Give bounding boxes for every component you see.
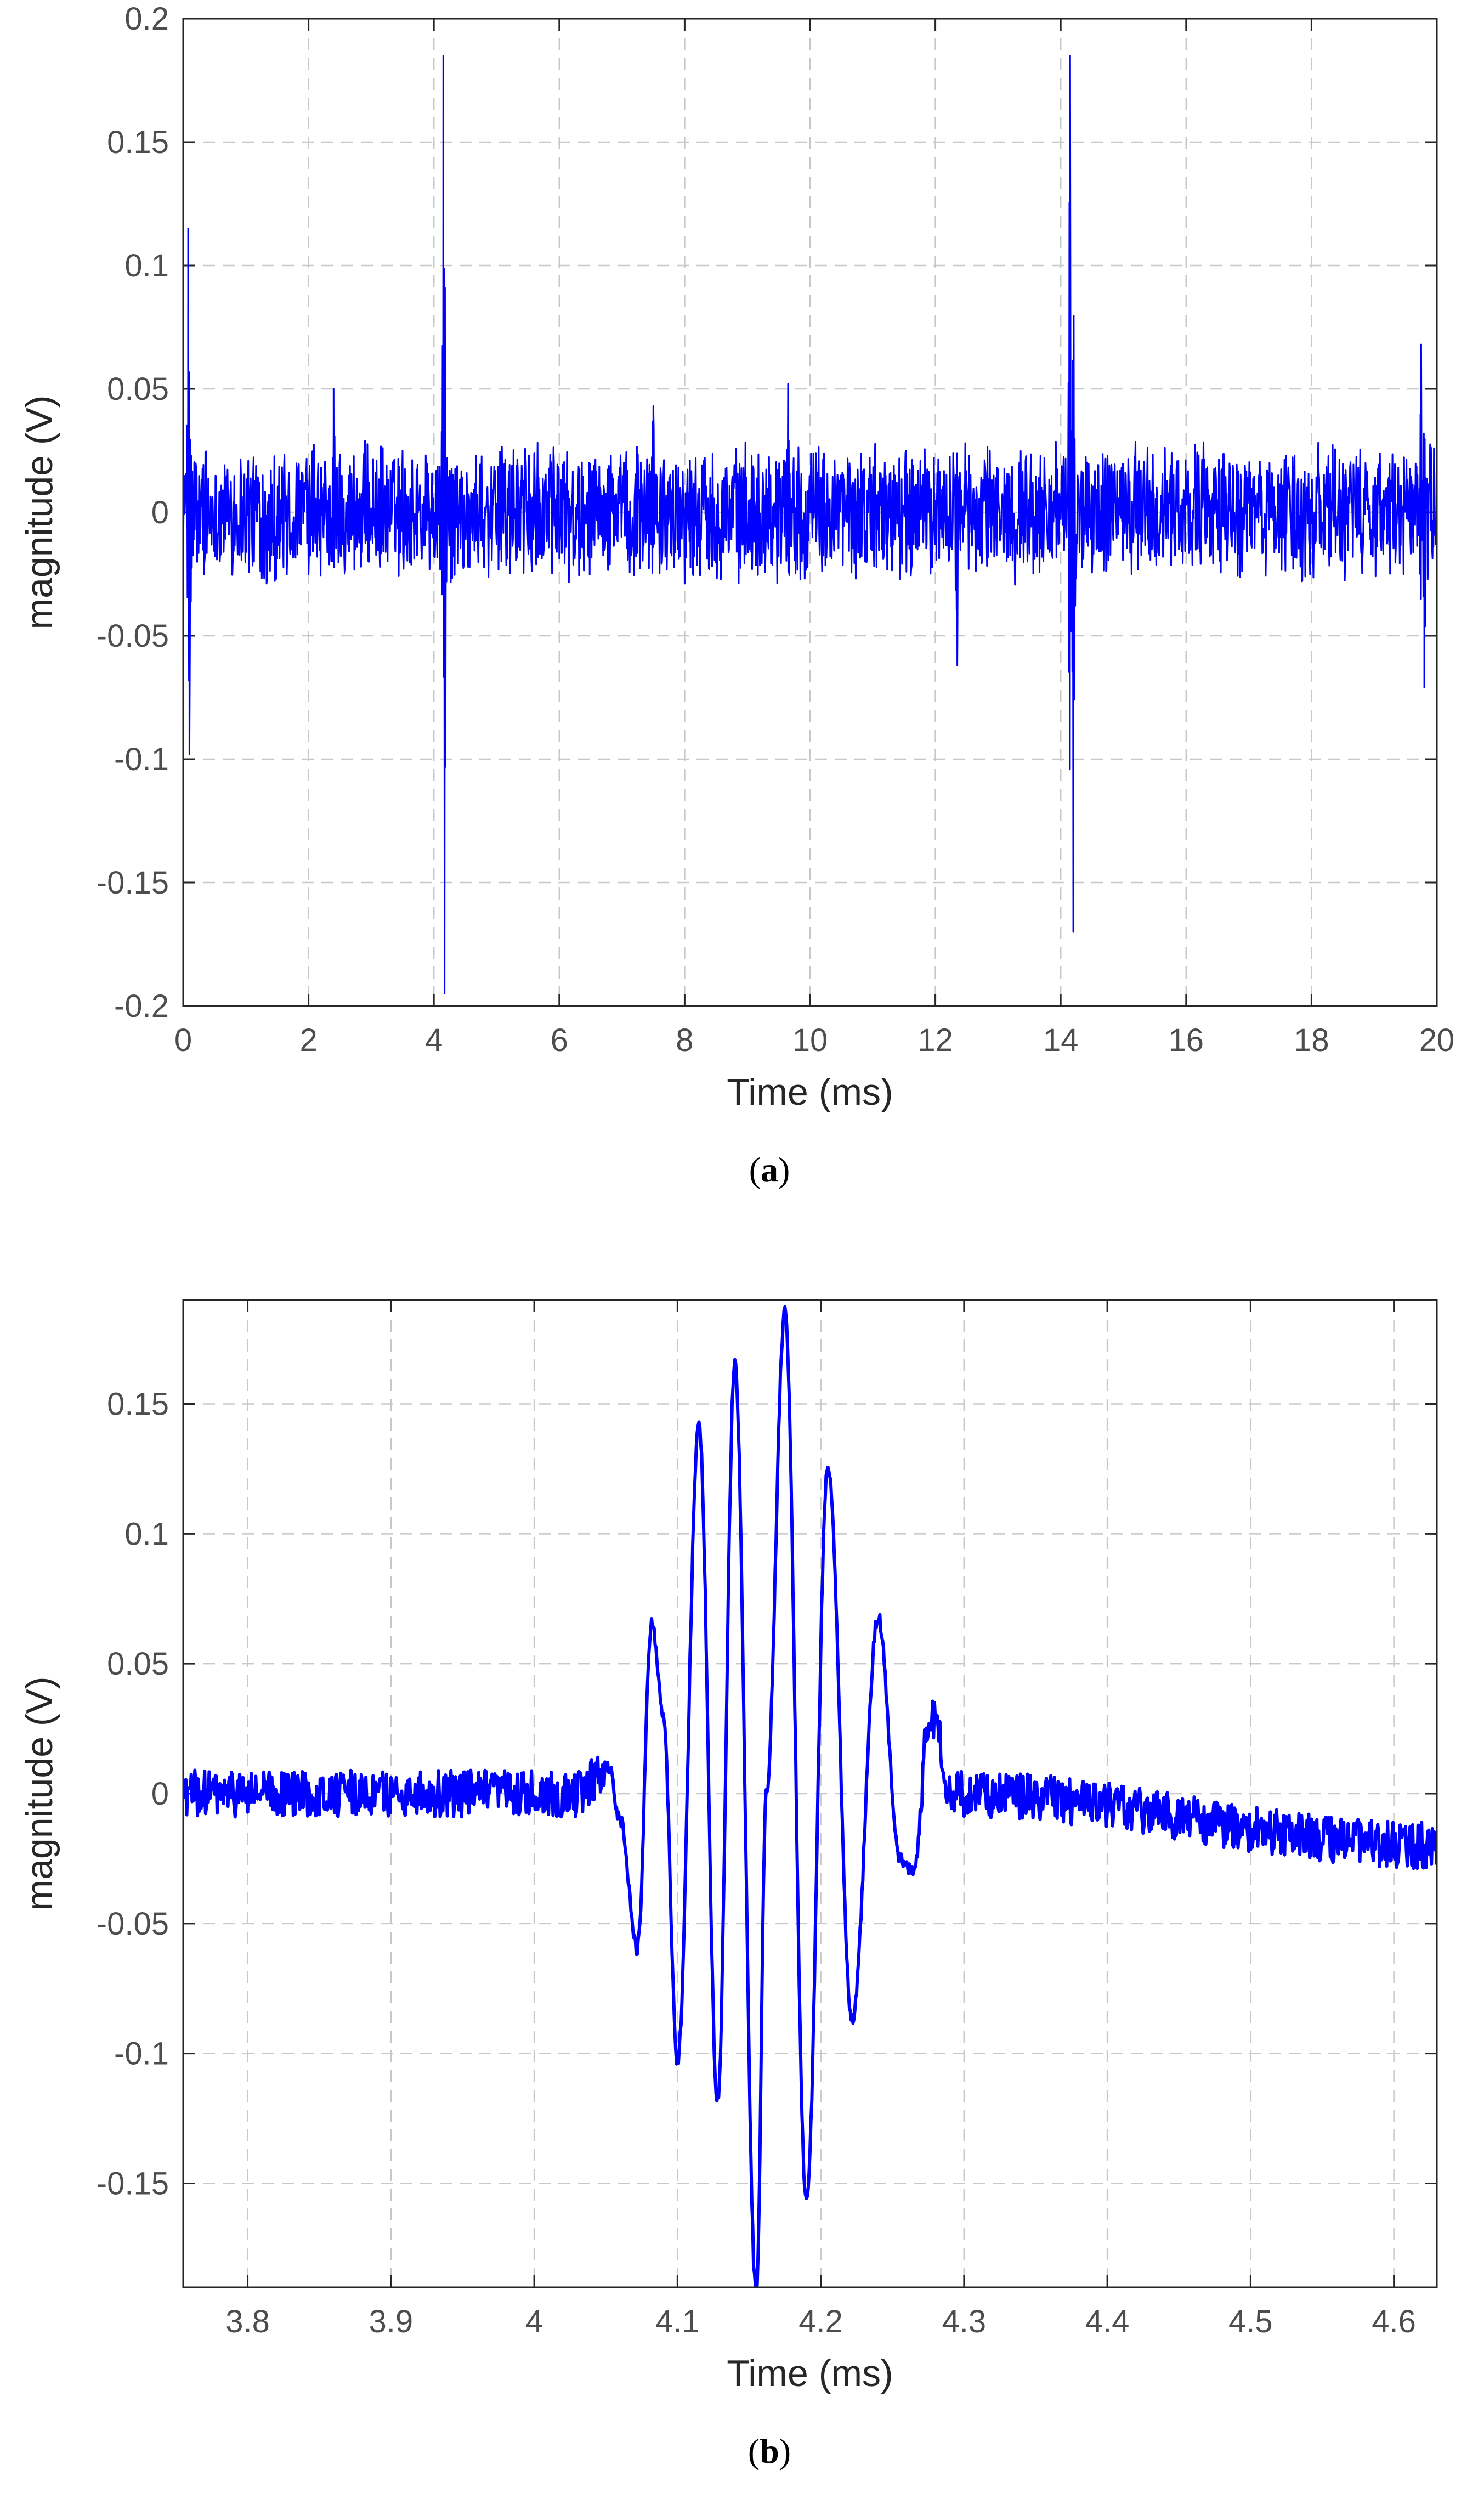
x-tick-label: 8 xyxy=(676,1022,693,1058)
x-tick-label: 4.1 xyxy=(655,2304,700,2339)
y-tick-labels-a: -0.2 -0.15 -0.1 -0.05 0 0.05 0.1 0.15 0.2 xyxy=(97,1,169,1024)
y-tick-label: 0 xyxy=(151,495,169,530)
y-tick-label: -0.05 xyxy=(97,1906,169,1942)
y-tick-label: -0.1 xyxy=(114,2036,169,2072)
y-tick-label: -0.05 xyxy=(97,618,169,654)
x-tick-label: 3.8 xyxy=(225,2304,270,2339)
x-tick-label: 4 xyxy=(425,1022,443,1058)
chart-b: 3.8 3.9 4 4.1 4.2 4.3 4.4 4.5 4.6 -0.15 -0.1 -0.05… xyxy=(19,1299,1438,2471)
x-tick-label: 3.9 xyxy=(369,2304,414,2339)
axes-frame-b xyxy=(182,1299,1438,2288)
x-tick-label: 0 xyxy=(174,1022,192,1058)
caption-a: (a) xyxy=(749,1150,790,1189)
y-tick-labels-b: -0.15 -0.1 -0.05 0 0.05 0.1 0.15 xyxy=(97,1386,169,2201)
caption-b: (b) xyxy=(748,2432,791,2471)
y-tick-label: 0.05 xyxy=(107,371,169,407)
x-tick-label: 16 xyxy=(1169,1022,1204,1058)
x-tick-labels-b: 3.8 3.9 4 4.1 4.2 4.3 4.4 4.5 4.6 xyxy=(225,2304,1416,2339)
x-tick-labels-a: 0 2 4 6 8 10 12 14 16 18 20 xyxy=(174,1022,1454,1058)
x-tick-label: 18 xyxy=(1294,1022,1329,1058)
chart-a: 0 2 4 6 8 10 12 14 16 18 20 -0.2 -0.15 -0.1 -0.05 0 0.0… xyxy=(19,1,1454,1189)
x-tick-label: 2 xyxy=(299,1022,317,1058)
axes-frame-a xyxy=(182,18,1438,1007)
plot-area-a xyxy=(183,55,1437,994)
plot-area-b xyxy=(183,1305,1437,2287)
x-tick-label: 6 xyxy=(551,1022,568,1058)
y-tick-label: 0.15 xyxy=(107,125,169,160)
y-tick-label: -0.1 xyxy=(114,742,169,777)
y-tick-label: 0.1 xyxy=(124,248,169,284)
y-tick-label: -0.2 xyxy=(114,988,169,1024)
y-tick-label: -0.15 xyxy=(97,865,169,901)
caption-letter-a: a xyxy=(761,1150,778,1189)
x-tick-label: 4.4 xyxy=(1085,2304,1130,2339)
y-axis-label-a: magnitude (V) xyxy=(19,395,60,629)
y-tick-label: 0.1 xyxy=(124,1516,169,1552)
x-tick-label: 12 xyxy=(917,1022,953,1058)
x-tick-label: 10 xyxy=(792,1022,828,1058)
y-tick-label: -0.15 xyxy=(97,2166,169,2202)
x-tick-label: 20 xyxy=(1419,1022,1455,1058)
x-tick-label: 4.5 xyxy=(1228,2304,1273,2339)
y-tick-label: 0.05 xyxy=(107,1646,169,1682)
caption-letter-b: b xyxy=(760,2432,779,2471)
series-line xyxy=(183,55,1437,994)
y-tick-label: 0.2 xyxy=(124,1,169,37)
x-axis-label-b: Time (ms) xyxy=(727,2353,893,2394)
x-tick-label: 4.6 xyxy=(1372,2304,1416,2339)
series-line xyxy=(183,1305,1437,2287)
x-tick-label: 4.2 xyxy=(798,2304,843,2339)
x-tick-label: 14 xyxy=(1043,1022,1079,1058)
x-tick-label: 4 xyxy=(525,2304,543,2339)
x-axis-label-a: Time (ms) xyxy=(727,1071,893,1113)
y-tick-label: 0 xyxy=(151,1776,169,1812)
x-tick-label: 4.3 xyxy=(942,2304,987,2339)
y-axis-label-b: magnitude (V) xyxy=(19,1676,60,1910)
y-tick-label: 0.15 xyxy=(107,1386,169,1422)
